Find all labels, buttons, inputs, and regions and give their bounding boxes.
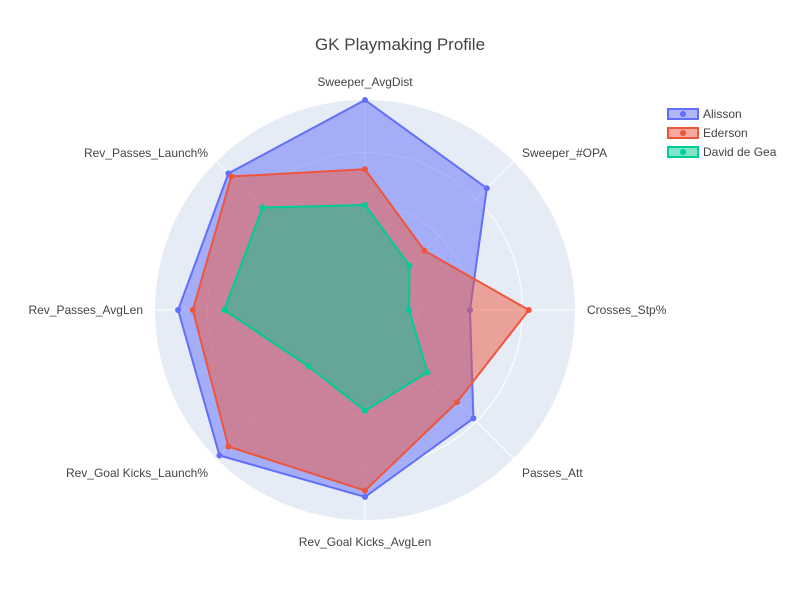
data-point — [228, 173, 235, 180]
data-point — [406, 262, 413, 269]
data-point — [406, 307, 413, 313]
legend-item-2[interactable]: Ederson — [667, 126, 748, 140]
legend: Alisson Ederson David de Gea — [667, 107, 777, 159]
radar-series — [175, 97, 532, 500]
legend-label: Ederson — [703, 126, 748, 140]
data-point — [454, 399, 461, 406]
axis-label: Rev_Passes_AvgLen — [28, 303, 143, 317]
legend-item-3[interactable]: David de Gea — [667, 145, 777, 159]
data-point — [175, 307, 182, 313]
axis-label: Sweeper_AvgDist — [317, 75, 413, 89]
axis-label: Sweeper_#OPA — [522, 146, 607, 160]
data-point — [362, 493, 368, 500]
legend-item-1[interactable]: Alisson — [667, 107, 742, 121]
legend-label: David de Gea — [703, 145, 777, 159]
data-point — [216, 452, 223, 459]
data-point — [189, 307, 196, 313]
data-point — [525, 307, 532, 313]
data-point — [362, 202, 368, 208]
data-point — [225, 443, 232, 450]
data-point — [421, 247, 428, 254]
legend-marker — [680, 149, 686, 155]
data-point — [259, 204, 266, 211]
data-point — [362, 166, 368, 173]
axis-label: Crosses_Stp% — [587, 303, 667, 317]
data-point — [305, 363, 312, 370]
data-point — [362, 407, 368, 414]
data-point — [362, 97, 368, 103]
axis-label: Passes_Att — [522, 466, 583, 480]
data-point — [362, 487, 368, 494]
legend-label: Alisson — [703, 107, 742, 121]
axis-labels: Sweeper_AvgDist Sweeper_#OPA Crosses_Stp% P… — [28, 75, 666, 549]
axis-label: Rev_Passes_Launch% — [84, 146, 208, 160]
legend-marker — [680, 111, 686, 117]
data-point — [483, 185, 490, 192]
axis-label: Rev_Goal Kicks_AvgLen — [299, 535, 432, 549]
series-3 — [221, 202, 431, 414]
data-point — [470, 415, 477, 422]
axis-label: Rev_Goal Kicks_Launch% — [66, 466, 208, 480]
chart-title: GK Playmaking Profile — [315, 35, 485, 54]
data-point — [221, 307, 228, 313]
legend-marker — [680, 130, 686, 136]
data-point — [424, 369, 431, 376]
